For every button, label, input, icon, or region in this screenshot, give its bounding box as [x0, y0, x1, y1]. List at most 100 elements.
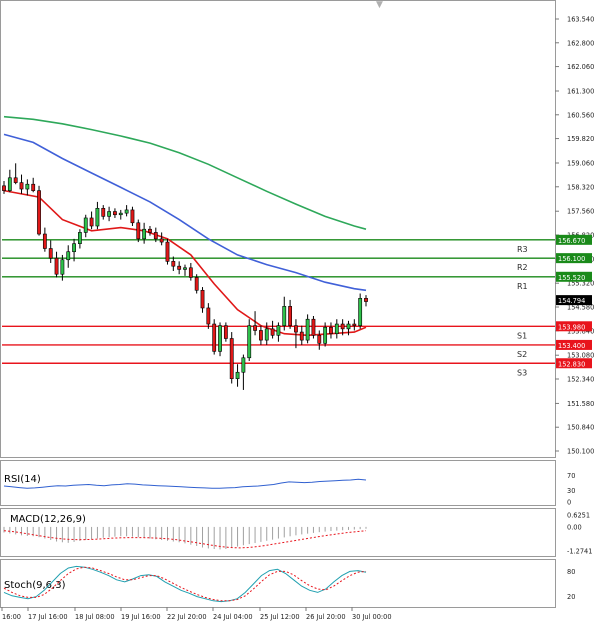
candle-down — [148, 228, 152, 233]
level-value-label: 155.520 — [558, 274, 585, 282]
candle-down — [130, 209, 135, 224]
candle-up — [60, 259, 65, 275]
level-name-r1: R1 — [517, 282, 528, 291]
level-value-badge — [556, 271, 592, 282]
current-price-marker: 154.794 — [556, 295, 592, 306]
rsi-tick-label: 30 — [567, 487, 575, 495]
candle-down — [223, 325, 228, 339]
macd-tick-label: 0.00 — [567, 523, 582, 531]
rsi-tick-label: 70 — [567, 472, 575, 480]
rsi-panel: RSI(14) 70 30 0 — [3, 472, 575, 507]
candle-up — [323, 326, 328, 344]
main-panel-frame — [0, 0, 556, 458]
ma-green-line — [3, 115, 367, 230]
candle-down — [311, 318, 316, 336]
level-value-badge — [556, 321, 592, 332]
candle-up — [305, 318, 310, 341]
stoch-panel-frame — [0, 559, 556, 608]
candle-down — [229, 338, 234, 379]
stoch-panel: Stoch(9,6,3) 80 20 — [3, 565, 575, 603]
time-tick-label: 26 Jul 20:00 — [306, 613, 346, 621]
candle-down — [42, 233, 47, 249]
candle-up — [218, 325, 222, 352]
candles — [2, 163, 368, 390]
price-tick-label: 159.060 — [567, 160, 594, 168]
level-value-badge — [556, 253, 592, 264]
macd-panel: MACD(12,26,9) 0.6251 0.00 -1.2741 — [3, 512, 592, 555]
price-tick-label: 161.300 — [567, 88, 594, 96]
time-axis: 16:00 17 Jul 16:00 18 Jul 08:00 19 Jul 16:0… — [1, 607, 392, 621]
stoch-label: Stoch(9,6,3) — [4, 580, 66, 591]
candle-up — [334, 323, 339, 334]
candle-down — [37, 190, 41, 235]
rsi-tick-label: 0 — [567, 499, 571, 507]
candle-up — [25, 183, 30, 190]
candle-down — [171, 261, 176, 267]
price-tick-label: 150.840 — [567, 424, 594, 432]
candle-up — [358, 298, 363, 326]
candle-up — [107, 211, 111, 217]
candle-down — [165, 241, 170, 262]
price-tick-label: 160.560 — [567, 111, 594, 119]
candle-down — [294, 325, 298, 333]
rsi-panel-frame — [0, 460, 556, 506]
candle-up — [124, 209, 129, 214]
rsi-label: RSI(14) — [4, 474, 41, 485]
price-tick-label: 157.560 — [567, 208, 594, 216]
candle-down — [299, 331, 304, 341]
candle-down — [177, 265, 182, 270]
candle-up — [142, 228, 147, 240]
level-value-label: 153.980 — [558, 323, 585, 331]
macd-label: MACD(12,26,9) — [10, 514, 86, 525]
candle-up — [264, 328, 269, 341]
candle-down — [19, 182, 24, 190]
price-tick-label: 155.320 — [567, 280, 594, 288]
stoch-tick-label: 80 — [567, 568, 575, 576]
candle-up — [235, 371, 240, 379]
candle-down — [89, 217, 94, 227]
time-tick-label: 19 Jul 16:00 — [121, 613, 161, 621]
candle-down — [54, 257, 59, 275]
candle-up — [95, 208, 100, 227]
rsi-line — [3, 478, 367, 489]
candle-down — [200, 289, 205, 309]
candle-down — [31, 183, 36, 191]
price-tick-label: 150.100 — [567, 448, 594, 456]
price-tick-label: 158.320 — [567, 183, 594, 191]
candle-up — [183, 267, 187, 270]
time-tick-label: 24 Jul 04:00 — [213, 613, 253, 621]
scroll-arrow-icon[interactable]: ▼ — [376, 0, 383, 10]
macd-tick-label: -1.2741 — [567, 547, 592, 555]
candle-up — [247, 325, 252, 359]
price-tick-label: 162.800 — [567, 39, 594, 47]
level-value-label: 156.670 — [558, 237, 585, 245]
candle-up — [276, 325, 281, 336]
candle-down — [259, 330, 263, 341]
level-value-label: 152.830 — [558, 360, 585, 368]
level-name-r2: R2 — [517, 263, 528, 272]
candle-down — [364, 298, 368, 302]
candle-down — [113, 211, 117, 216]
stoch-tick-label: 20 — [567, 593, 575, 601]
macd-tick-label: 0.6251 — [567, 512, 590, 520]
pivot-levels: R3 156.670 R2 156.100 R1 155.520 S1 153.980 S2 15… — [2, 234, 592, 377]
candle-up — [241, 357, 246, 373]
candle-down — [288, 306, 292, 326]
price-tick-label: 151.580 — [567, 400, 594, 408]
candle-up — [83, 217, 88, 233]
level-name-s2: S2 — [517, 350, 527, 359]
level-name-s1: S1 — [517, 331, 527, 340]
price-tick-label: 159.820 — [567, 135, 594, 143]
stoch-signal-line — [3, 566, 367, 602]
time-tick-label: 25 Jul 12:00 — [260, 613, 300, 621]
candle-up — [118, 212, 123, 216]
candle-up — [78, 232, 82, 244]
ma-blue-line — [3, 133, 367, 292]
price-tick-label: 152.340 — [567, 376, 594, 384]
candle-down — [101, 208, 106, 217]
candle-down — [136, 222, 141, 240]
macd-signal-line — [3, 530, 367, 549]
candle-up — [72, 243, 76, 253]
candle-down — [352, 323, 357, 326]
